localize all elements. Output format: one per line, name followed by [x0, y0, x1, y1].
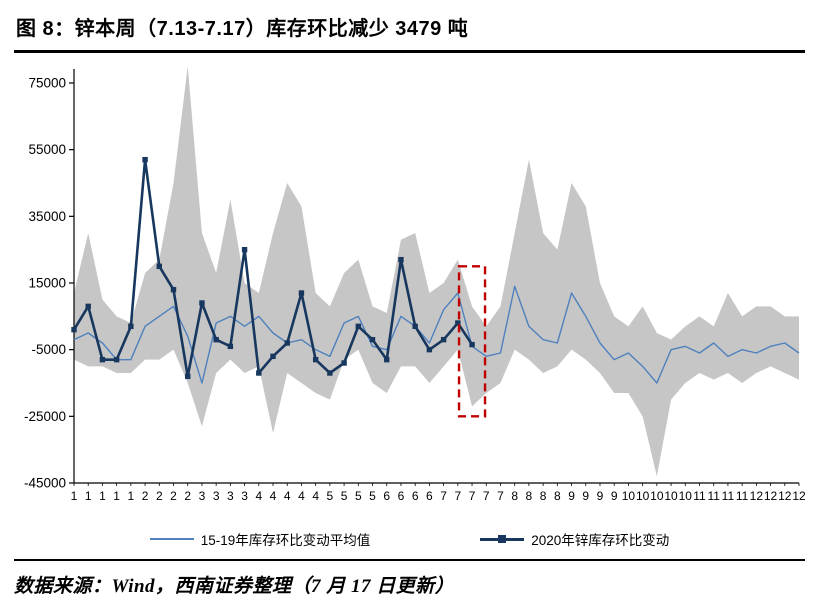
svg-text:11: 11 — [736, 489, 749, 503]
svg-text:35000: 35000 — [28, 209, 66, 224]
square-marker-icon — [498, 535, 507, 543]
svg-text:9: 9 — [597, 489, 604, 503]
svg-text:12: 12 — [778, 489, 792, 503]
svg-text:2: 2 — [156, 489, 163, 503]
svg-text:7: 7 — [483, 489, 490, 503]
svg-text:11: 11 — [707, 489, 720, 503]
svg-text:10: 10 — [650, 489, 664, 503]
svg-text:6: 6 — [383, 489, 390, 503]
svg-text:55000: 55000 — [28, 142, 66, 157]
svg-text:75000: 75000 — [28, 76, 66, 91]
svg-text:12: 12 — [764, 489, 778, 503]
svg-text:1: 1 — [71, 489, 78, 503]
svg-text:1: 1 — [128, 489, 135, 503]
svg-text:4: 4 — [284, 489, 291, 503]
svg-text:-25000: -25000 — [24, 409, 66, 424]
svg-text:7: 7 — [497, 489, 504, 503]
svg-text:7: 7 — [440, 489, 447, 503]
svg-text:1: 1 — [85, 489, 92, 503]
svg-text:10: 10 — [679, 489, 693, 503]
svg-text:9: 9 — [611, 489, 618, 503]
svg-text:3: 3 — [199, 489, 206, 503]
svg-text:12: 12 — [750, 489, 764, 503]
svg-text:7: 7 — [454, 489, 461, 503]
legend-label-average: 15-19年库存环比变动平均值 — [200, 533, 371, 548]
svg-text:2: 2 — [184, 489, 191, 503]
svg-text:4: 4 — [298, 489, 305, 503]
svg-text:6: 6 — [412, 489, 419, 503]
svg-text:7: 7 — [469, 489, 476, 503]
svg-text:6: 6 — [398, 489, 405, 503]
svg-text:15000: 15000 — [28, 276, 66, 291]
svg-text:6: 6 — [426, 489, 433, 503]
svg-text:11: 11 — [722, 489, 735, 503]
legend-label-2020: 2020年锌库存环比变动 — [531, 533, 670, 548]
svg-text:11: 11 — [693, 489, 706, 503]
svg-text:2: 2 — [170, 489, 177, 503]
svg-text:9: 9 — [568, 489, 575, 503]
svg-text:8: 8 — [526, 489, 533, 503]
chart-area: 75000 55000 35000 15000 -5000 -25000 -45000 1 1 1… — [14, 67, 805, 549]
svg-text:4: 4 — [270, 489, 277, 503]
svg-text:4: 4 — [312, 489, 319, 503]
figure-card: 图 8：锌本周（7.13-7.17）库存环比减少 3479 吨 75000 550… — [14, 10, 805, 598]
svg-text:8: 8 — [554, 489, 561, 503]
svg-text:10: 10 — [636, 489, 650, 503]
svg-text:10: 10 — [664, 489, 678, 503]
data-source: 数据来源：Wind，西南证券整理（7 月 17 日更新） — [14, 559, 805, 598]
svg-text:1: 1 — [99, 489, 106, 503]
svg-text:8: 8 — [511, 489, 518, 503]
svg-text:3: 3 — [241, 489, 248, 503]
line-2020-key-icon — [480, 535, 525, 543]
svg-text:8: 8 — [540, 489, 547, 503]
svg-text:-45000: -45000 — [24, 476, 66, 491]
svg-text:3: 3 — [227, 489, 234, 503]
svg-text:5: 5 — [341, 489, 348, 503]
chart-legend: 15-19年库存环比变动平均值 2020年锌库存环比变动 — [14, 529, 805, 549]
svg-text:3: 3 — [213, 489, 220, 503]
svg-text:9: 9 — [582, 489, 589, 503]
svg-text:2: 2 — [142, 489, 149, 503]
svg-text:5: 5 — [327, 489, 334, 503]
legend-item-2020: 2020年锌库存环比变动 — [480, 529, 669, 549]
average-line-key-icon — [149, 538, 194, 540]
svg-text:10: 10 — [622, 489, 636, 503]
svg-text:5: 5 — [369, 489, 376, 503]
svg-text:-5000: -5000 — [31, 342, 66, 357]
figure-title: 图 8：锌本周（7.13-7.17）库存环比减少 3479 吨 — [14, 10, 805, 53]
svg-text:12: 12 — [792, 489, 805, 503]
svg-text:5: 5 — [355, 489, 362, 503]
legend-item-average: 15-19年库存环比变动平均值 — [149, 529, 371, 549]
svg-text:4: 4 — [255, 489, 262, 503]
svg-text:1: 1 — [113, 489, 120, 503]
